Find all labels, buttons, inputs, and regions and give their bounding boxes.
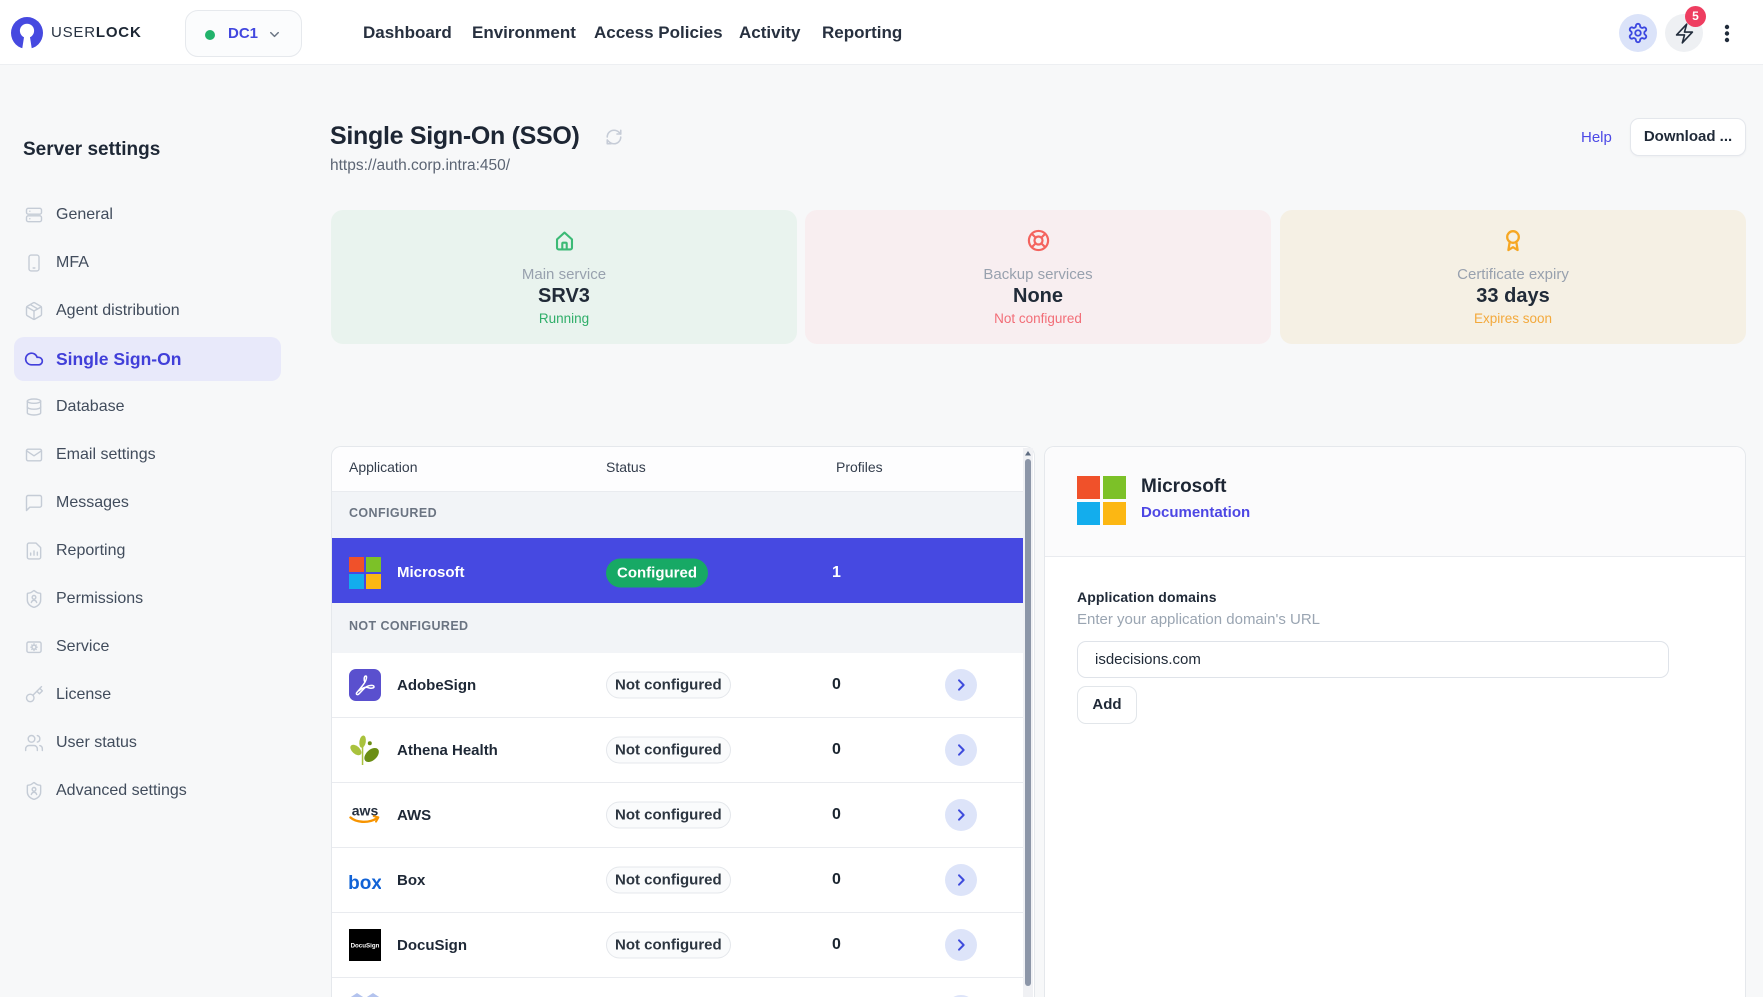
svg-text:aws: aws [352,803,379,819]
svg-text:box: box [349,873,381,894]
svg-text:DocuSign: DocuSign [351,943,380,950]
